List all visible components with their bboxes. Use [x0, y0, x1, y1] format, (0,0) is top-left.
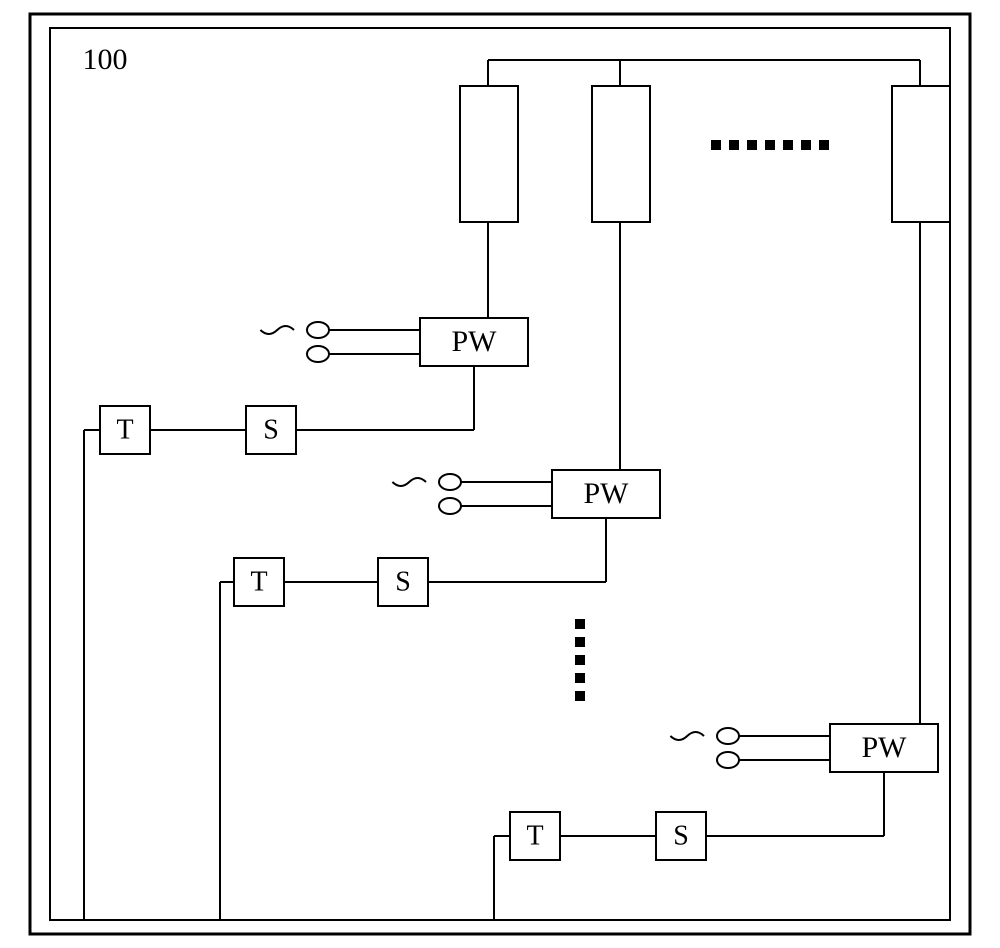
t-label: T	[250, 566, 267, 597]
pw-label: PW	[452, 325, 498, 358]
column-block	[892, 86, 950, 222]
figure-label: 100	[83, 43, 128, 76]
column-block	[460, 86, 518, 222]
s-label: S	[263, 414, 279, 445]
s-label: S	[395, 566, 411, 597]
t-label: T	[526, 820, 543, 851]
pw-label: PW	[584, 477, 630, 510]
pw-label: PW	[862, 731, 908, 764]
column-block	[592, 86, 650, 222]
s-label: S	[673, 820, 689, 851]
t-label: T	[116, 414, 133, 445]
